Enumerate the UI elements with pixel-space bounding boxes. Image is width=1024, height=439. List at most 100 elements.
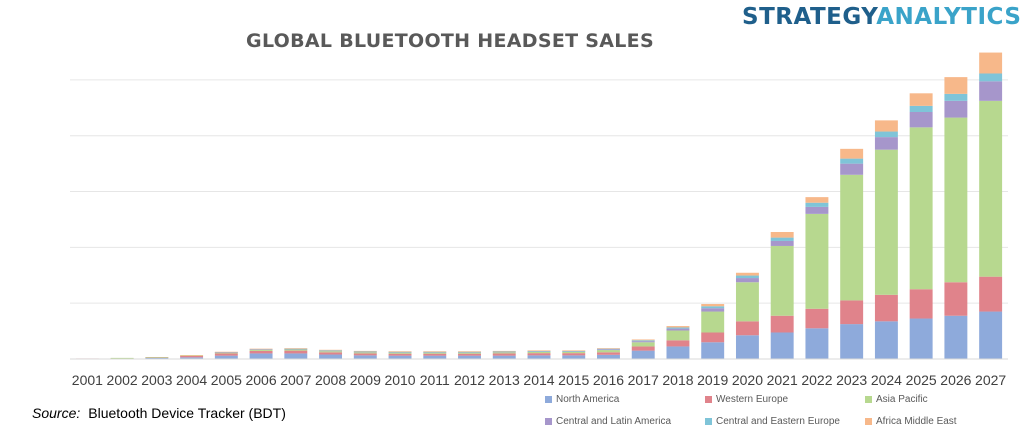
bar-segment	[805, 206, 829, 214]
bar-segment	[353, 351, 377, 353]
bar-segment	[666, 330, 690, 341]
bar-segment	[874, 120, 898, 132]
bar-segment	[701, 308, 725, 312]
bar-segment	[735, 278, 759, 283]
legend-swatch	[865, 396, 872, 403]
legend-swatch	[545, 418, 552, 425]
bar-segment	[562, 351, 586, 354]
legend-label: Asia Pacific	[876, 394, 928, 405]
bar-segment	[353, 352, 377, 354]
bar-segment	[944, 93, 968, 101]
bar-segment	[805, 202, 829, 207]
x-tick-label: 2016	[593, 372, 624, 388]
legend-swatch	[545, 396, 552, 403]
legend-label: Western Europe	[716, 394, 789, 405]
bar-segment	[701, 311, 725, 333]
bar-segment	[666, 340, 690, 347]
bar-segment	[423, 351, 447, 352]
bar-segment	[874, 294, 898, 322]
x-tick-labels: 2001 2002 2003 2004 2005 2006 2007 2008 2009 2010…	[72, 372, 1007, 388]
x-tick-label: 2001	[72, 372, 103, 388]
bar-segment	[492, 353, 516, 356]
legend-label: North America	[556, 394, 620, 405]
bar-segment	[562, 350, 586, 351]
legend-label: Africa Middle East	[876, 416, 957, 427]
bar-segment	[840, 163, 864, 175]
legend-item: Asia Pacific	[865, 394, 928, 405]
bar-segment	[597, 349, 620, 351]
legend-item: Central and Eastern Europe	[705, 416, 840, 427]
bar-segment	[840, 174, 864, 301]
bar-segment	[770, 245, 794, 316]
bar-segment	[458, 355, 481, 359]
bar-segment	[909, 105, 933, 112]
bar-segment	[979, 81, 1003, 101]
bar-segment	[805, 328, 829, 359]
bar-segment	[979, 100, 1003, 277]
bar-segment	[735, 275, 759, 279]
bar-segment	[423, 353, 447, 356]
bar-segment	[458, 351, 481, 352]
bar-segment	[666, 328, 690, 331]
bar-segment	[180, 355, 204, 358]
bar-segment	[319, 350, 343, 351]
x-tick-label: 2009	[350, 372, 381, 388]
bar-segment	[979, 276, 1003, 312]
bar-segment	[770, 237, 794, 241]
bar-segment	[145, 357, 169, 359]
bar-segment	[805, 308, 829, 329]
bar-segment	[805, 197, 829, 203]
bar-segment	[319, 349, 343, 351]
logo-word-analytics: ANALYTICS	[876, 4, 1022, 30]
bar-segment	[631, 342, 655, 347]
x-tick-label: 2012	[454, 372, 485, 388]
legend-swatch	[705, 418, 712, 425]
x-tick-label: 2022	[801, 372, 832, 388]
bar-segment	[284, 350, 308, 354]
bar-segment	[492, 350, 516, 352]
bar-segment	[874, 137, 898, 150]
x-tick-label: 2019	[697, 372, 728, 388]
bar-segment	[909, 93, 933, 106]
chart-title: GLOBAL BLUETOOTH HEADSET SALES	[246, 30, 654, 52]
bar-segment	[735, 272, 759, 276]
bar-segment	[944, 100, 968, 118]
bar-segment	[249, 349, 273, 351]
x-tick-label: 2027	[975, 372, 1006, 388]
x-tick-label: 2008	[315, 372, 346, 388]
bar-segment	[249, 353, 273, 359]
bar-segment	[666, 327, 690, 329]
x-tick-label: 2024	[871, 372, 902, 388]
bar-segment	[805, 213, 829, 309]
legend-item: Central and Latin America	[545, 416, 671, 427]
source-note: Source: Bluetooth Device Tracker (BDT)	[32, 405, 286, 421]
bar-segment	[249, 348, 273, 350]
bar-segment	[423, 351, 447, 353]
x-tick-label: 2003	[141, 372, 172, 388]
bar-segment	[770, 232, 794, 238]
legend-label: Central and Latin America	[556, 416, 672, 427]
bar-segment	[214, 351, 238, 353]
bar-segment	[770, 315, 794, 333]
bar-segment	[701, 332, 725, 343]
bar-segment	[249, 350, 273, 354]
bar-segment	[319, 352, 343, 355]
x-tick-label: 2015	[558, 372, 589, 388]
bar-segment	[979, 52, 1003, 74]
bar-segment	[631, 340, 655, 342]
x-tick-label: 2021	[767, 372, 798, 388]
bar-segment	[944, 315, 968, 359]
bar-segment	[597, 354, 620, 359]
legend-item: Africa Middle East	[865, 416, 957, 427]
bar-segment	[388, 355, 412, 359]
bar-segment	[631, 350, 655, 359]
bar-segment	[492, 355, 516, 359]
bar-segment	[597, 348, 620, 349]
bar-segment	[214, 355, 238, 359]
bar-segment	[527, 355, 551, 359]
bar-series	[75, 52, 1003, 360]
bar-segment	[110, 357, 134, 359]
bar-segment	[874, 131, 898, 138]
bar-segment	[666, 326, 690, 328]
